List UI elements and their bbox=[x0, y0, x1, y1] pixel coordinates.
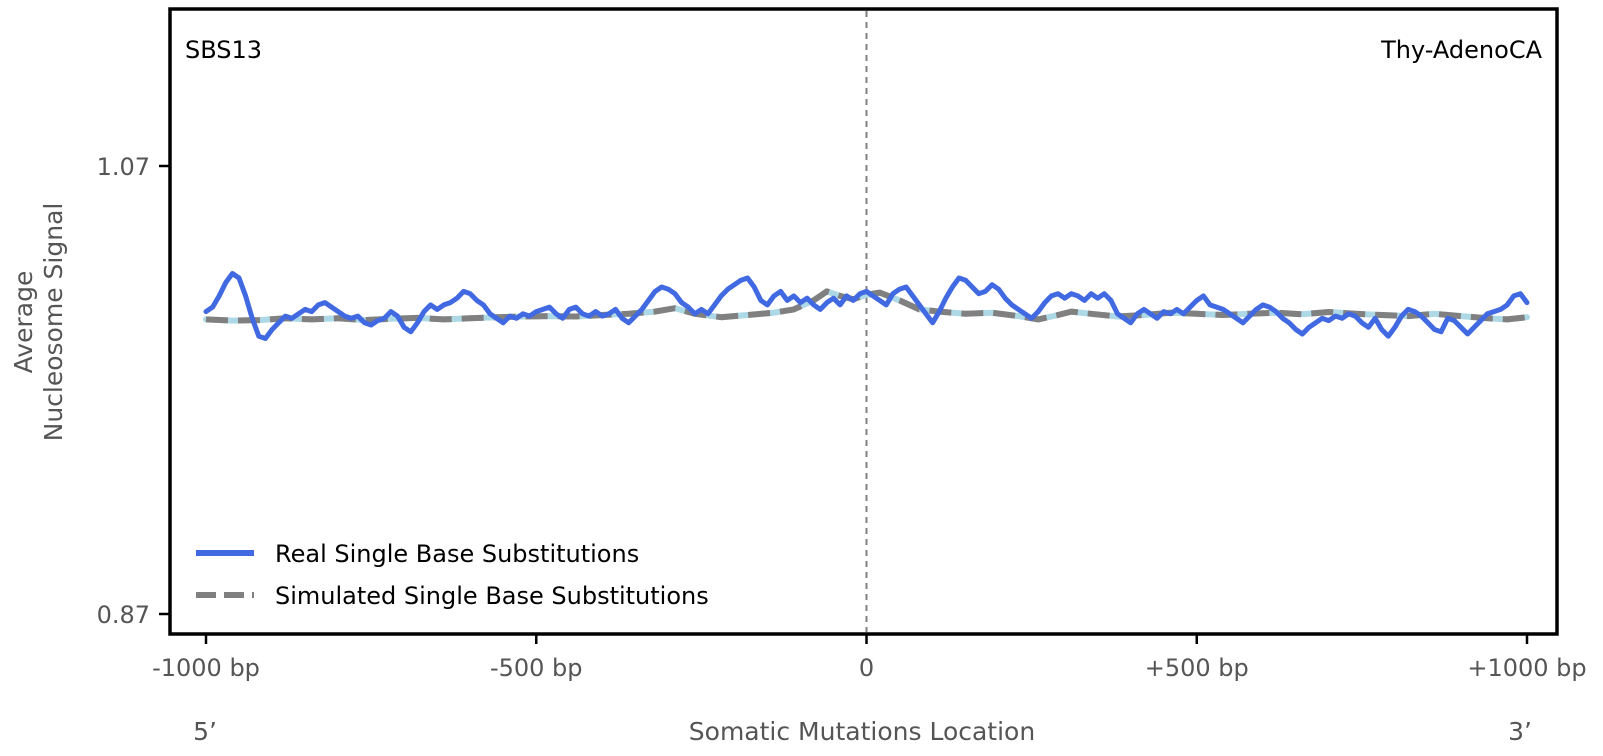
y-axis: 1.07 0.87 bbox=[97, 153, 170, 629]
x-axis: -1000 bp -500 bp 0 +500 bp +1000 bp bbox=[152, 634, 1587, 682]
x-tick-label: +500 bp bbox=[1145, 654, 1249, 682]
series-simulated-line bbox=[205, 288, 1528, 324]
signature-label: SBS13 bbox=[185, 36, 262, 64]
x-tick-label: -1000 bp bbox=[152, 654, 260, 682]
cancer-type-label: Thy-AdenoCA bbox=[1380, 36, 1542, 64]
plot-frame bbox=[168, 7, 1559, 636]
series-real-line bbox=[203, 271, 1530, 341]
legend: Real Single Base Substitutions Simulated… bbox=[196, 540, 709, 610]
plot-layer bbox=[203, 11, 1530, 632]
three-prime-label: 3’ bbox=[1508, 717, 1532, 746]
five-prime-label: 5’ bbox=[193, 717, 217, 746]
x-tick-label: +1000 bp bbox=[1467, 654, 1586, 682]
legend-simulated-label: Simulated Single Base Substitutions bbox=[275, 582, 709, 610]
y-tick-label: 1.07 bbox=[97, 153, 150, 181]
x-tick-label: 0 bbox=[859, 654, 874, 682]
legend-real-label: Real Single Base Substitutions bbox=[275, 540, 639, 568]
y-axis-title-line1: Average bbox=[9, 271, 38, 374]
x-tick-label: -500 bp bbox=[490, 654, 583, 682]
y-axis-title-line2: Nucleosome Signal bbox=[39, 203, 68, 442]
x-axis-title: Somatic Mutations Location bbox=[689, 717, 1035, 746]
y-tick-label: 0.87 bbox=[97, 601, 150, 629]
